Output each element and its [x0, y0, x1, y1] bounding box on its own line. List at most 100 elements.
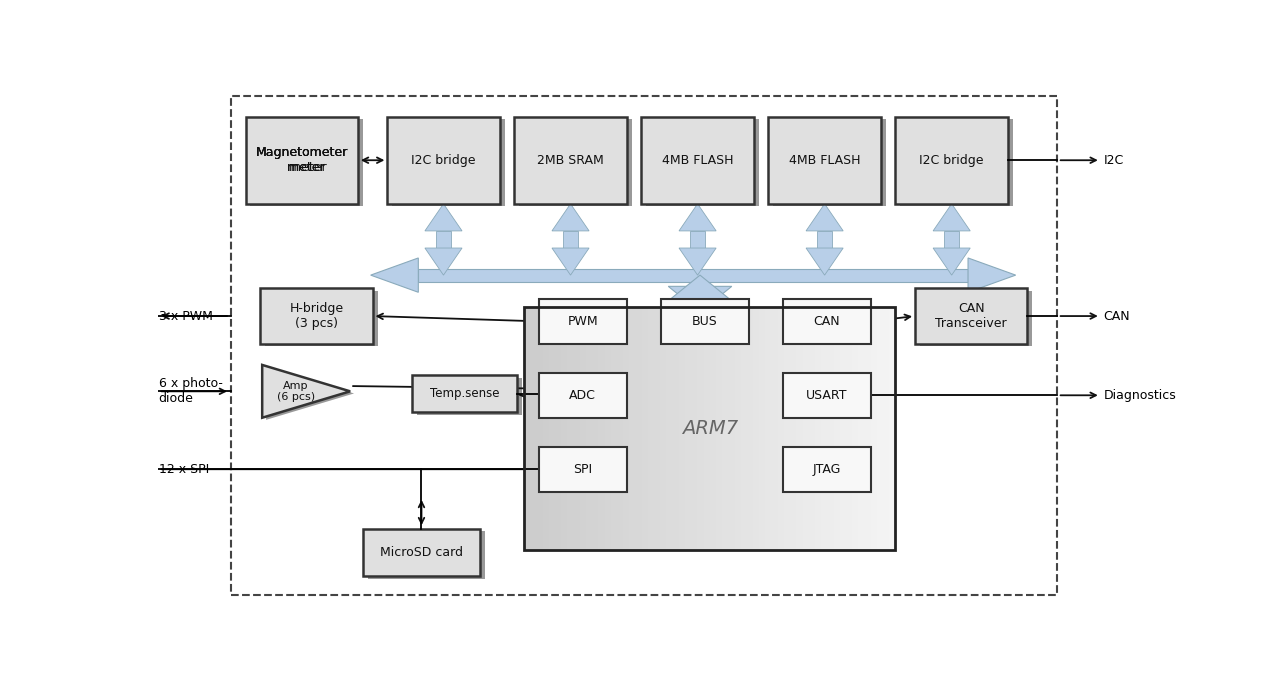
- Polygon shape: [806, 248, 844, 275]
- Text: I2C bridge: I2C bridge: [411, 154, 475, 167]
- Bar: [636, 307, 643, 549]
- Text: CAN: CAN: [813, 315, 840, 328]
- Polygon shape: [968, 258, 1015, 292]
- Bar: [691, 307, 699, 549]
- Text: 4MB FLASH: 4MB FLASH: [789, 154, 860, 167]
- Bar: [251, 119, 363, 206]
- Text: CAN: CAN: [1103, 309, 1130, 322]
- Text: ADC: ADC: [569, 389, 596, 402]
- Bar: [852, 307, 859, 549]
- Bar: [859, 307, 865, 549]
- Bar: [520, 119, 632, 206]
- Bar: [647, 119, 759, 206]
- Text: 3 x PWM: 3 x PWM: [159, 309, 212, 322]
- Polygon shape: [668, 275, 731, 301]
- Bar: [783, 299, 871, 344]
- Bar: [661, 299, 749, 344]
- Bar: [915, 288, 1028, 344]
- Bar: [895, 117, 1008, 204]
- Polygon shape: [552, 204, 589, 231]
- Bar: [392, 119, 504, 206]
- Bar: [723, 307, 729, 549]
- Bar: [246, 117, 358, 204]
- Text: SPI: SPI: [574, 463, 593, 476]
- Text: 12 x SPI: 12 x SPI: [159, 463, 209, 476]
- Text: JTAG: JTAG: [813, 463, 841, 476]
- Bar: [536, 307, 543, 549]
- Bar: [791, 307, 797, 549]
- Bar: [870, 307, 878, 549]
- Bar: [678, 307, 686, 549]
- Bar: [740, 307, 748, 549]
- Bar: [846, 307, 854, 549]
- Bar: [772, 307, 779, 549]
- Bar: [648, 307, 654, 549]
- Bar: [593, 307, 599, 549]
- Bar: [685, 307, 692, 549]
- Text: Magnetometer
  meter: Magnetometer meter: [256, 146, 348, 174]
- Bar: [604, 307, 612, 549]
- Polygon shape: [678, 248, 716, 275]
- Bar: [525, 307, 531, 549]
- Bar: [768, 117, 880, 204]
- Text: 6 x photo-
diode: 6 x photo- diode: [159, 377, 222, 405]
- Bar: [661, 307, 667, 549]
- Bar: [514, 117, 627, 204]
- Polygon shape: [668, 286, 731, 312]
- Bar: [817, 231, 832, 248]
- Bar: [642, 307, 649, 549]
- Bar: [562, 231, 579, 248]
- Bar: [561, 307, 569, 549]
- Bar: [549, 307, 556, 549]
- Polygon shape: [266, 367, 354, 420]
- Text: Diagnostics: Diagnostics: [1103, 389, 1177, 402]
- Text: Temp.sense: Temp.sense: [430, 388, 499, 401]
- Bar: [265, 291, 377, 346]
- Bar: [883, 307, 890, 549]
- Bar: [815, 307, 822, 549]
- Polygon shape: [806, 204, 844, 231]
- Polygon shape: [933, 204, 970, 231]
- Bar: [865, 307, 871, 549]
- Text: Magnetometer
   meter: Magnetometer meter: [256, 146, 348, 174]
- Bar: [419, 269, 968, 282]
- Text: Magnetometer
  meter: Magnetometer meter: [256, 146, 348, 174]
- Polygon shape: [552, 248, 589, 275]
- Bar: [363, 529, 480, 576]
- Bar: [765, 307, 773, 549]
- Text: PWM: PWM: [567, 315, 598, 328]
- Bar: [567, 307, 575, 549]
- Bar: [246, 117, 358, 204]
- Polygon shape: [425, 248, 462, 275]
- Bar: [642, 117, 754, 204]
- Text: CAN
Transceiver: CAN Transceiver: [936, 302, 1008, 330]
- Bar: [797, 307, 803, 549]
- Bar: [654, 307, 661, 549]
- Text: Amp
(6 pcs): Amp (6 pcs): [276, 381, 315, 402]
- Bar: [753, 307, 760, 549]
- Polygon shape: [678, 204, 716, 231]
- Bar: [555, 307, 562, 549]
- Bar: [531, 307, 537, 549]
- Text: 4MB FLASH: 4MB FLASH: [662, 154, 734, 167]
- Bar: [436, 231, 451, 248]
- Bar: [368, 531, 485, 579]
- Bar: [689, 286, 712, 301]
- Bar: [623, 307, 630, 549]
- Text: 2MB SRAM: 2MB SRAM: [537, 154, 604, 167]
- Text: BUS: BUS: [692, 315, 718, 328]
- Bar: [783, 373, 871, 418]
- Bar: [260, 288, 373, 344]
- Bar: [803, 307, 810, 549]
- Text: ARM7: ARM7: [682, 419, 738, 438]
- Bar: [599, 307, 605, 549]
- Polygon shape: [262, 365, 351, 418]
- Bar: [773, 119, 885, 206]
- Bar: [747, 307, 754, 549]
- Bar: [231, 95, 1057, 595]
- Polygon shape: [371, 258, 419, 292]
- Text: MicroSD card: MicroSD card: [380, 546, 463, 559]
- Bar: [821, 307, 828, 549]
- Bar: [921, 291, 1033, 346]
- Bar: [542, 307, 550, 549]
